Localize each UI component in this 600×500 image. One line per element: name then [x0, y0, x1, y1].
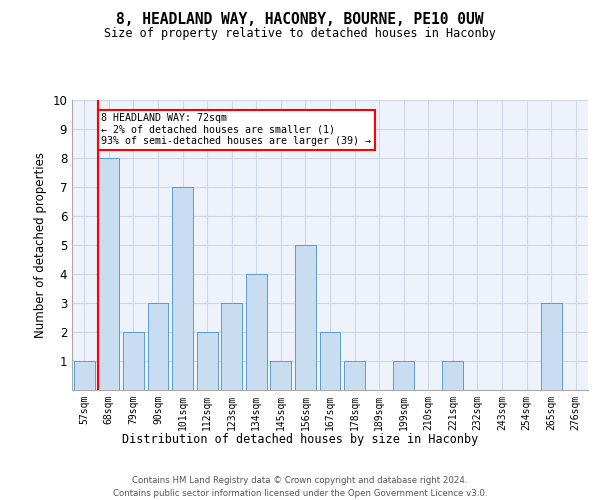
- Bar: [98, 158, 119, 390]
- Bar: [148, 303, 169, 390]
- Bar: [197, 332, 218, 390]
- Bar: [271, 361, 292, 390]
- Bar: [393, 361, 414, 390]
- Text: 8, HEADLAND WAY, HACONBY, BOURNE, PE10 0UW: 8, HEADLAND WAY, HACONBY, BOURNE, PE10 0…: [116, 12, 484, 28]
- Y-axis label: Number of detached properties: Number of detached properties: [34, 152, 47, 338]
- Bar: [74, 361, 95, 390]
- Text: Size of property relative to detached houses in Haconby: Size of property relative to detached ho…: [104, 28, 496, 40]
- Bar: [344, 361, 365, 390]
- Bar: [123, 332, 144, 390]
- Bar: [221, 303, 242, 390]
- Bar: [246, 274, 267, 390]
- Bar: [442, 361, 463, 390]
- Text: Contains HM Land Registry data © Crown copyright and database right 2024.: Contains HM Land Registry data © Crown c…: [132, 476, 468, 485]
- Text: 8 HEADLAND WAY: 72sqm
← 2% of detached houses are smaller (1)
93% of semi-detach: 8 HEADLAND WAY: 72sqm ← 2% of detached h…: [101, 113, 371, 146]
- Text: Contains public sector information licensed under the Open Government Licence v3: Contains public sector information licen…: [113, 489, 487, 498]
- Bar: [172, 187, 193, 390]
- Bar: [541, 303, 562, 390]
- Bar: [295, 245, 316, 390]
- Text: Distribution of detached houses by size in Haconby: Distribution of detached houses by size …: [122, 432, 478, 446]
- Bar: [320, 332, 340, 390]
